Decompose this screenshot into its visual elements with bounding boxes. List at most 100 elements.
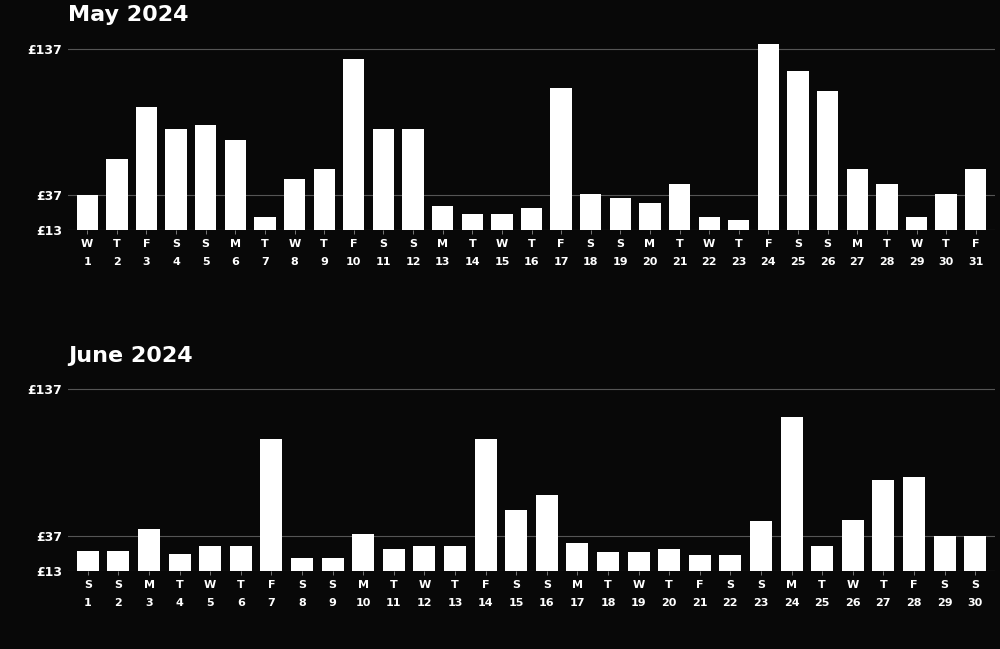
Text: 12: 12 — [417, 598, 432, 608]
Text: 19: 19 — [631, 598, 646, 608]
Text: 12: 12 — [405, 257, 421, 267]
Text: W: W — [496, 239, 508, 249]
Bar — [872, 480, 894, 571]
Text: 1: 1 — [84, 598, 92, 608]
Bar — [284, 179, 305, 230]
Text: 3: 3 — [143, 257, 150, 267]
Text: M: M — [644, 239, 655, 249]
Bar — [580, 194, 601, 230]
Bar — [260, 439, 282, 571]
Text: 1: 1 — [83, 257, 91, 267]
Text: T: T — [735, 239, 743, 249]
Text: T: T — [468, 239, 476, 249]
Text: 21: 21 — [692, 598, 708, 608]
Bar — [199, 546, 221, 571]
Text: S: S — [616, 239, 624, 249]
Text: S: S — [587, 239, 595, 249]
Text: 16: 16 — [524, 257, 539, 267]
Text: S: S — [202, 239, 210, 249]
Bar — [658, 549, 680, 571]
Text: 5: 5 — [202, 257, 210, 267]
Bar — [432, 206, 453, 230]
Text: 21: 21 — [672, 257, 687, 267]
Text: 28: 28 — [906, 598, 922, 608]
Text: T: T — [237, 580, 245, 590]
Bar — [689, 555, 711, 571]
Text: 22: 22 — [723, 598, 738, 608]
Text: T: T — [320, 239, 328, 249]
Bar — [322, 558, 344, 571]
Text: T: T — [883, 239, 891, 249]
Text: S: S — [512, 580, 520, 590]
Text: 10: 10 — [356, 598, 371, 608]
Text: 17: 17 — [553, 257, 569, 267]
Text: 14: 14 — [478, 598, 493, 608]
Text: 15: 15 — [509, 598, 524, 608]
Text: 27: 27 — [876, 598, 891, 608]
Bar — [781, 417, 803, 571]
Bar — [352, 534, 374, 571]
Bar — [610, 198, 631, 230]
Text: S: S — [971, 580, 979, 590]
Bar — [254, 217, 276, 230]
Text: 4: 4 — [176, 598, 184, 608]
Text: M: M — [437, 239, 448, 249]
Text: T: T — [818, 580, 826, 590]
Text: 30: 30 — [967, 598, 983, 608]
Bar — [165, 129, 187, 230]
Text: T: T — [676, 239, 683, 249]
Bar — [462, 214, 483, 230]
Text: S: S — [329, 580, 337, 590]
Bar — [106, 158, 128, 230]
Text: 8: 8 — [298, 598, 306, 608]
Text: 28: 28 — [879, 257, 895, 267]
Text: 17: 17 — [570, 598, 585, 608]
Text: 29: 29 — [909, 257, 924, 267]
Bar — [669, 184, 690, 230]
Text: 9: 9 — [329, 598, 337, 608]
Text: W: W — [81, 239, 93, 249]
Text: 11: 11 — [386, 598, 402, 608]
Bar — [842, 520, 864, 571]
Text: M: M — [852, 239, 863, 249]
Bar — [847, 169, 868, 230]
Text: T: T — [528, 239, 535, 249]
Text: 22: 22 — [701, 257, 717, 267]
Text: 7: 7 — [268, 598, 275, 608]
Text: 7: 7 — [261, 257, 269, 267]
Bar — [817, 91, 838, 230]
Bar — [314, 169, 335, 230]
Text: M: M — [786, 580, 797, 590]
Text: T: T — [879, 580, 887, 590]
Text: May 2024: May 2024 — [68, 5, 188, 25]
Text: S: S — [172, 239, 180, 249]
Text: 19: 19 — [613, 257, 628, 267]
Bar — [77, 195, 98, 230]
Text: M: M — [230, 239, 241, 249]
Bar — [136, 107, 157, 230]
Text: S: S — [298, 580, 306, 590]
Text: S: S — [114, 580, 122, 590]
Text: F: F — [557, 239, 565, 249]
Bar — [903, 477, 925, 571]
Bar — [628, 552, 650, 571]
Text: 3: 3 — [145, 598, 153, 608]
Text: 8: 8 — [291, 257, 298, 267]
Bar — [225, 140, 246, 230]
Text: June 2024: June 2024 — [68, 346, 193, 366]
Bar — [505, 509, 527, 571]
Bar — [787, 71, 809, 230]
Text: 13: 13 — [447, 598, 463, 608]
Bar — [373, 129, 394, 230]
Text: S: S — [726, 580, 734, 590]
Text: F: F — [765, 239, 772, 249]
Bar — [195, 125, 216, 230]
Text: 6: 6 — [231, 257, 239, 267]
Bar — [521, 208, 542, 230]
Text: 6: 6 — [237, 598, 245, 608]
Text: 31: 31 — [968, 257, 983, 267]
Bar — [550, 88, 572, 230]
Text: S: S — [84, 580, 92, 590]
Text: F: F — [350, 239, 358, 249]
Bar — [750, 521, 772, 571]
